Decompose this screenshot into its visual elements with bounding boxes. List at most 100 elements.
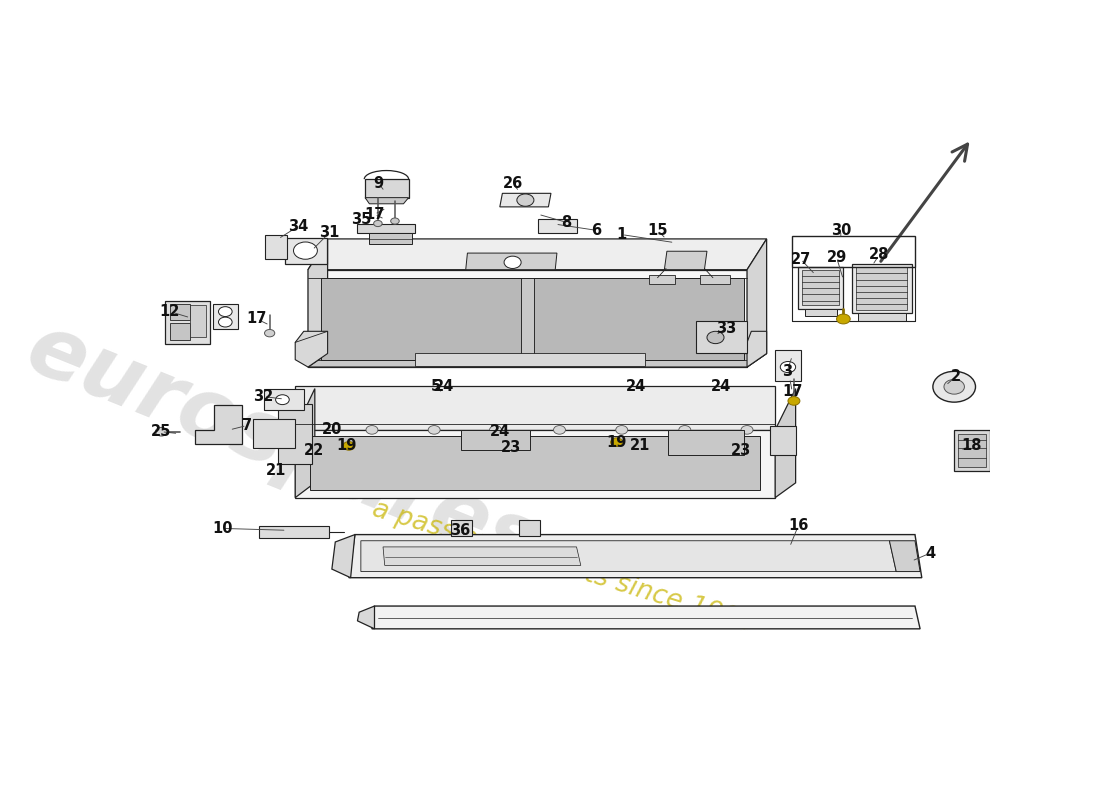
Polygon shape <box>196 406 242 444</box>
Text: 12: 12 <box>160 304 180 319</box>
Polygon shape <box>169 322 190 340</box>
Polygon shape <box>365 179 408 198</box>
Polygon shape <box>803 270 839 306</box>
Text: 8: 8 <box>561 214 571 230</box>
Polygon shape <box>499 194 551 207</box>
Text: 17: 17 <box>782 384 802 399</box>
Polygon shape <box>958 434 986 467</box>
Polygon shape <box>295 331 328 367</box>
Text: 23: 23 <box>500 440 521 454</box>
Text: 21: 21 <box>630 438 651 454</box>
Polygon shape <box>668 430 745 454</box>
Polygon shape <box>358 606 374 629</box>
Text: 7: 7 <box>242 418 252 433</box>
Text: 9: 9 <box>374 176 384 191</box>
Polygon shape <box>372 606 920 629</box>
Circle shape <box>264 330 275 337</box>
Text: 2: 2 <box>950 369 961 384</box>
Polygon shape <box>310 436 760 490</box>
Circle shape <box>933 371 976 402</box>
Polygon shape <box>856 266 908 310</box>
Text: 32: 32 <box>253 389 274 404</box>
Circle shape <box>788 397 800 406</box>
Text: 17: 17 <box>246 311 267 326</box>
Circle shape <box>294 242 318 259</box>
Polygon shape <box>954 430 990 470</box>
Text: 30: 30 <box>830 222 851 238</box>
Polygon shape <box>890 541 920 571</box>
Polygon shape <box>295 386 776 430</box>
Polygon shape <box>190 306 206 338</box>
Text: 25: 25 <box>151 424 172 439</box>
Polygon shape <box>664 251 707 270</box>
Polygon shape <box>365 198 408 204</box>
Polygon shape <box>451 520 472 537</box>
Circle shape <box>428 426 440 434</box>
Circle shape <box>504 256 521 269</box>
Polygon shape <box>770 426 795 454</box>
Text: 3: 3 <box>782 364 792 379</box>
Polygon shape <box>165 301 210 344</box>
Circle shape <box>219 317 232 327</box>
Text: 5: 5 <box>431 379 441 394</box>
Text: 15: 15 <box>647 222 668 238</box>
Polygon shape <box>285 238 327 263</box>
Circle shape <box>366 426 378 434</box>
Circle shape <box>553 426 565 434</box>
Polygon shape <box>265 234 287 259</box>
Text: 18: 18 <box>961 438 981 454</box>
Text: 24: 24 <box>626 379 647 394</box>
Circle shape <box>610 438 623 446</box>
Polygon shape <box>321 278 521 360</box>
Circle shape <box>679 426 691 434</box>
Text: 33: 33 <box>716 322 736 336</box>
Text: 29: 29 <box>826 250 847 265</box>
Circle shape <box>780 362 795 373</box>
Polygon shape <box>851 263 912 313</box>
Polygon shape <box>264 389 304 410</box>
Text: 24: 24 <box>712 379 732 394</box>
Polygon shape <box>799 267 844 309</box>
Polygon shape <box>465 253 557 270</box>
Text: 28: 28 <box>869 247 890 262</box>
Text: eurospares: eurospares <box>14 306 550 587</box>
Text: 16: 16 <box>788 518 808 534</box>
Text: 10: 10 <box>212 521 233 536</box>
Circle shape <box>374 221 382 226</box>
Text: 17: 17 <box>364 206 385 222</box>
Polygon shape <box>370 233 412 244</box>
Text: 19: 19 <box>606 434 627 450</box>
Circle shape <box>390 218 399 224</box>
Text: 27: 27 <box>791 252 811 266</box>
Text: 4: 4 <box>925 546 935 561</box>
Polygon shape <box>295 430 776 498</box>
Circle shape <box>616 426 628 434</box>
Circle shape <box>836 314 850 324</box>
Polygon shape <box>358 224 415 233</box>
Text: 1: 1 <box>617 227 627 242</box>
Polygon shape <box>534 278 745 360</box>
Polygon shape <box>521 278 534 360</box>
Polygon shape <box>776 389 795 498</box>
Circle shape <box>490 426 502 434</box>
Circle shape <box>741 426 754 434</box>
Polygon shape <box>462 430 530 450</box>
Polygon shape <box>308 270 747 367</box>
Polygon shape <box>538 219 576 233</box>
Polygon shape <box>747 239 767 367</box>
Text: 35: 35 <box>352 212 372 226</box>
Polygon shape <box>332 534 355 578</box>
Polygon shape <box>278 404 312 464</box>
Polygon shape <box>747 331 767 367</box>
Polygon shape <box>776 350 801 381</box>
Circle shape <box>343 442 355 450</box>
Polygon shape <box>295 389 315 498</box>
Circle shape <box>517 194 534 206</box>
Polygon shape <box>649 274 674 284</box>
Text: 19: 19 <box>337 438 356 454</box>
Text: 34: 34 <box>287 219 308 234</box>
Circle shape <box>276 394 289 405</box>
Text: 23: 23 <box>730 442 751 458</box>
Text: 36: 36 <box>450 522 470 538</box>
Polygon shape <box>700 274 730 284</box>
